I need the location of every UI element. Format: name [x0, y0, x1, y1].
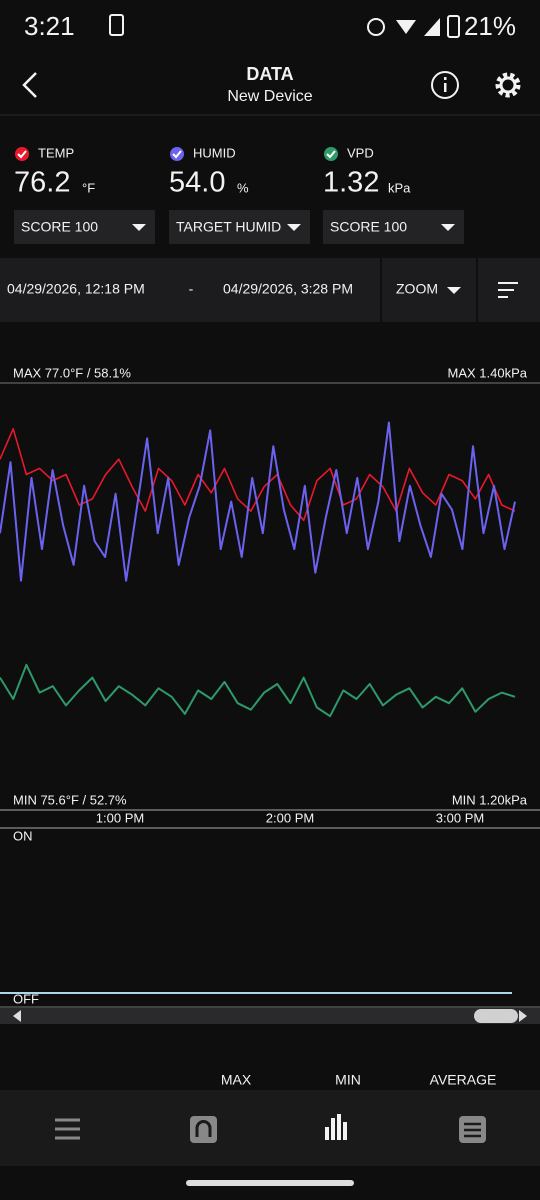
reading-value: 54.0: [169, 167, 225, 199]
off-label: OFF: [13, 991, 39, 1006]
sort-button[interactable]: [498, 282, 518, 298]
reading-name: TEMP: [38, 145, 74, 160]
header-subtitle: New Device: [227, 88, 312, 105]
settings-button[interactable]: [495, 72, 521, 98]
series-line: [0, 663, 516, 718]
scroll-left[interactable]: [13, 1010, 21, 1022]
header-title: DATA: [246, 64, 293, 84]
reading-value: 1.32: [323, 167, 379, 199]
nav-controls[interactable]: [55, 1118, 80, 1140]
series-line: [0, 428, 516, 522]
range-end[interactable]: 04/29/2026, 3:28 PM: [223, 281, 353, 297]
scroll-thumb[interactable]: [474, 1009, 518, 1023]
selector-label[interactable]: SCORE 100: [330, 219, 407, 235]
reading-unit: kPa: [388, 180, 411, 195]
selector-box[interactable]: [169, 210, 310, 244]
range-start[interactable]: 04/29/2026, 12:18 PM: [7, 281, 145, 297]
nav-data[interactable]: [325, 1114, 347, 1140]
x-tick-label: 1:00 PM: [96, 810, 144, 825]
nav-log[interactable]: [459, 1116, 486, 1143]
min-left: MIN 75.6°F / 52.7%: [13, 792, 127, 807]
status-check: [15, 147, 29, 161]
scroll-right[interactable]: [519, 1010, 527, 1022]
reading-value: 76.2: [14, 167, 70, 199]
status-icons: [109, 14, 460, 38]
x-tick-label: 2:00 PM: [266, 810, 314, 825]
column-header: MIN: [335, 1072, 361, 1088]
check-mark: [17, 150, 27, 159]
zoom-arrow: [447, 287, 461, 294]
info-button[interactable]: [431, 71, 459, 99]
selector-label[interactable]: SCORE 100: [21, 219, 98, 235]
check-mark: [172, 150, 182, 159]
max-right: MAX 1.40kPa: [448, 365, 528, 380]
zoom-dropdown[interactable]: ZOOM: [396, 281, 438, 297]
reading-name: HUMID: [193, 145, 236, 160]
reading-name: VPD: [347, 145, 374, 160]
selector-box[interactable]: [14, 210, 155, 244]
selector-box[interactable]: [323, 210, 464, 244]
selector-arrow: [287, 224, 301, 231]
on-label: ON: [13, 828, 33, 843]
check-mark: [326, 150, 336, 159]
status-battery: 21%: [464, 11, 516, 41]
back-button[interactable]: [22, 72, 37, 98]
nav-bar: [0, 1090, 540, 1166]
x-tick-label: 3:00 PM: [436, 810, 484, 825]
nav-device[interactable]: [190, 1116, 217, 1143]
status-time: 3:21: [24, 11, 75, 41]
range-separator: -: [189, 281, 194, 297]
selector-arrow: [132, 224, 146, 231]
status-check: [324, 147, 338, 161]
scrollbar[interactable]: [0, 1008, 540, 1024]
series-line: [0, 421, 516, 582]
reading-unit: %: [237, 180, 249, 195]
status-check: [170, 147, 184, 161]
selector-label[interactable]: TARGET HUMID: [176, 219, 281, 235]
column-header: MAX: [221, 1072, 252, 1088]
column-header: AVERAGE: [430, 1072, 497, 1088]
min-right: MIN 1.20kPa: [452, 792, 528, 807]
home-indicator[interactable]: [186, 1180, 354, 1186]
reading-unit: °F: [82, 180, 95, 195]
selector-arrow: [441, 224, 455, 231]
max-left: MAX 77.0°F / 58.1%: [13, 365, 131, 380]
